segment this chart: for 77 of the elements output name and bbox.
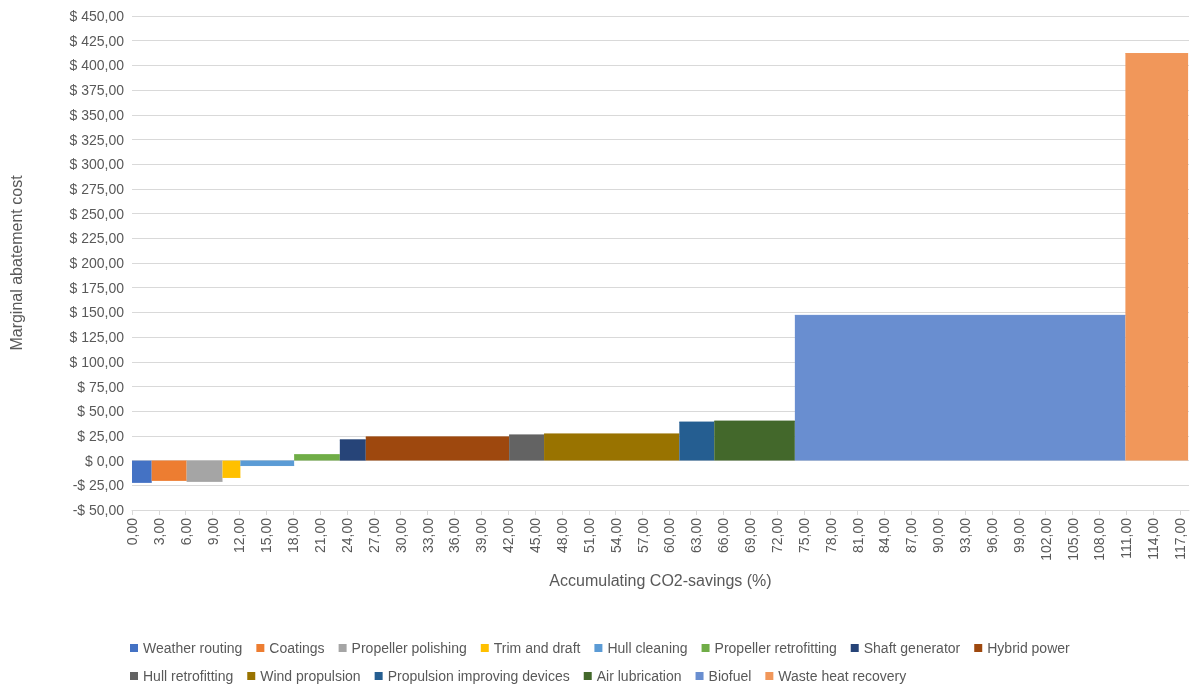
legend-label: Biofuel [708,668,752,684]
x-tick-label: 105,00 [1064,517,1081,561]
y-tick-label: $ 25,00 [77,427,125,444]
x-tick-label: 39,00 [473,517,490,554]
x-tick-label: 90,00 [930,517,947,554]
x-tick-label: 60,00 [661,517,678,554]
x-tick-label: 69,00 [742,517,759,554]
y-tick-label: $ 375,00 [69,82,125,99]
x-tick-label: 36,00 [446,517,463,554]
legend-label: Waste heat recovery [778,668,907,684]
y-tick-label: $ 200,00 [69,255,125,271]
x-tick-label: 108,00 [1091,517,1108,561]
y-tick-label: -$ 25,00 [72,477,125,494]
legend-label: Hull cleaning [607,640,688,656]
x-tick-label: 63,00 [688,517,705,554]
x-tick-label: 0,00 [124,517,140,546]
y-tick-label: $ 250,00 [69,205,125,222]
x-tick-label: 42,00 [500,517,517,554]
x-tick-label: 18,00 [285,517,302,554]
legend-label: Air lubrication [596,668,682,684]
y-tick-label: $ 50,00 [77,403,125,420]
x-tick-label: 48,00 [553,517,570,554]
x-tick-label: 72,00 [768,517,785,554]
y-tick-label: $ 0,00 [85,452,125,469]
x-tick-label: 78,00 [822,517,839,554]
x-tick-label: 45,00 [527,517,544,554]
x-tick-label: 81,00 [849,517,866,554]
legend-label: Coatings [269,640,325,656]
legend-label: Weather routing [143,640,243,656]
legend-label: Hull retrofitting [143,668,234,684]
y-tick-label: $ 275,00 [69,180,125,197]
x-tick-label: 93,00 [957,517,974,554]
x-tick-label: 15,00 [258,517,275,554]
x-tick-label: 84,00 [876,517,893,554]
x-tick-label: 12,00 [231,517,248,554]
legend-label: Hybrid power [987,640,1071,656]
x-tick-label: 114,00 [1145,517,1162,560]
y-tick-label: $ 150,00 [69,304,125,321]
y-tick-label: $ 100,00 [69,353,125,370]
y-tick-label: $ 450,00 [69,8,125,24]
x-tick-label: 96,00 [983,517,1000,554]
x-axis-title: Accumulating CO2-savings (%) [549,571,772,589]
y-tick-label: $ 125,00 [69,329,125,346]
x-tick-label: 33,00 [419,517,436,554]
x-tick-label: 27,00 [365,517,382,554]
y-tick-label: $ 400,00 [69,57,125,74]
y-tick-label: $ 350,00 [69,106,125,123]
legend-label: Wind propulsion [260,668,361,684]
x-tick-label: 9,00 [204,517,221,546]
legend-label: Propulsion improving devices [387,668,570,684]
x-tick-label: 111,00 [1118,517,1135,559]
x-tick-label: 24,00 [338,517,355,554]
y-tick-label: $ 75,00 [77,378,125,395]
x-tick-label: 54,00 [607,517,624,554]
legend-label: Shaft generator [863,640,961,656]
x-tick-label: 99,00 [1010,517,1027,554]
x-tick-label: 66,00 [715,517,732,554]
x-tick-label: 117,00 [1172,517,1189,560]
legend-label: Trim and draft [493,640,581,656]
x-tick-label: 3,00 [150,517,167,546]
x-tick-label: 51,00 [580,517,597,554]
x-tick-label: 87,00 [903,517,920,554]
y-tick-label: $ 300,00 [69,156,125,173]
legend-label: Propeller retrofitting [714,640,837,656]
legend-label: Propeller polishing [351,640,467,656]
y-axis-title: Marginal abatement cost [7,174,25,351]
x-tick-label: 30,00 [392,517,409,554]
x-tick-label: 102,00 [1037,517,1054,561]
x-tick-label: 6,00 [177,517,194,546]
y-tick-label: $ 225,00 [69,230,125,247]
x-tick-label: 57,00 [634,517,651,554]
y-tick-label: $ 325,00 [69,131,125,148]
y-tick-label: $ 425,00 [69,32,125,49]
y-tick-label: $ 175,00 [69,279,125,296]
x-tick-label: 21,00 [312,517,329,554]
y-tick-label: -$ 50,00 [72,502,125,518]
x-tick-label: 75,00 [795,517,812,554]
